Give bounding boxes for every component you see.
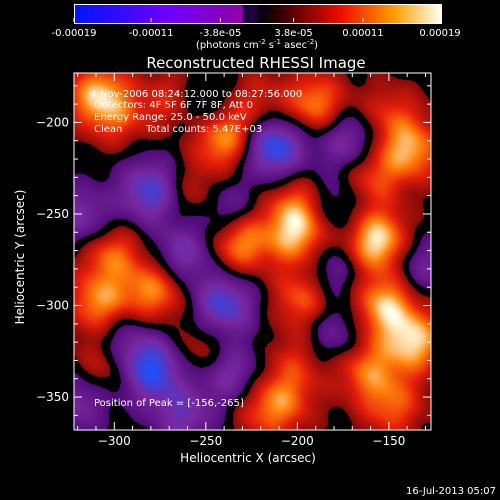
y-axis-label: Heliocentric Y (arcsec)	[13, 190, 27, 325]
detectors-annotation: Detectors: 4F 5F 6F 7F 8F, Att 0	[94, 100, 253, 111]
heatmap-image	[74, 73, 431, 430]
energy-annotation: Energy Range: 25.0 - 50.0 keV	[94, 112, 247, 123]
colorbar-tick-label: -0.00019	[52, 28, 97, 39]
y-tick-label: −350	[36, 390, 69, 404]
x-tick-label: −250	[189, 434, 222, 448]
x-tick-label: −150	[372, 434, 405, 448]
x-tick-label: −200	[281, 434, 314, 448]
x-tick-label: −300	[98, 434, 131, 448]
y-tick-label: −200	[36, 115, 69, 129]
colorbar	[74, 4, 442, 24]
axis-ticks: −300 −250 −200 −150 −200 −250 −300 −350	[36, 73, 431, 448]
colorbar-tick-label: 0.00019	[419, 28, 460, 39]
y-tick-label: −250	[36, 207, 69, 221]
plot-frame	[73, 72, 432, 431]
colorbar-tick-label: -0.00011	[129, 28, 174, 39]
colorbar-tick-label: -3.8e-05	[199, 28, 241, 39]
chart-title: Reconstructed RHESSI Image	[146, 54, 365, 72]
colorbar-unit: (photons cm-2 s-1 asec-2)	[196, 38, 318, 51]
colorbar-ticks: -0.00019 -0.00011 -3.8e-05 3.8e-05 0.00011 0.…	[52, 18, 461, 39]
peak-annotation: Position of Peak = [-156,-265]	[94, 398, 244, 409]
counts-annotation: Total counts: 5.47E+03	[145, 124, 262, 135]
colorbar-tick-label: 3.8e-05	[274, 28, 312, 39]
time-range-annotation: 4-Nov-2006 08:24:12.000 to 08:27:56.000	[90, 89, 302, 100]
x-axis-label: Heliocentric X (arcsec)	[180, 451, 316, 465]
colorbar-tick-label: 0.00011	[342, 28, 383, 39]
footer-timestamp: 16-Jul-2013 05:07	[406, 486, 496, 497]
y-tick-label: −300	[36, 299, 69, 313]
clean-annotation: Clean	[94, 124, 122, 135]
